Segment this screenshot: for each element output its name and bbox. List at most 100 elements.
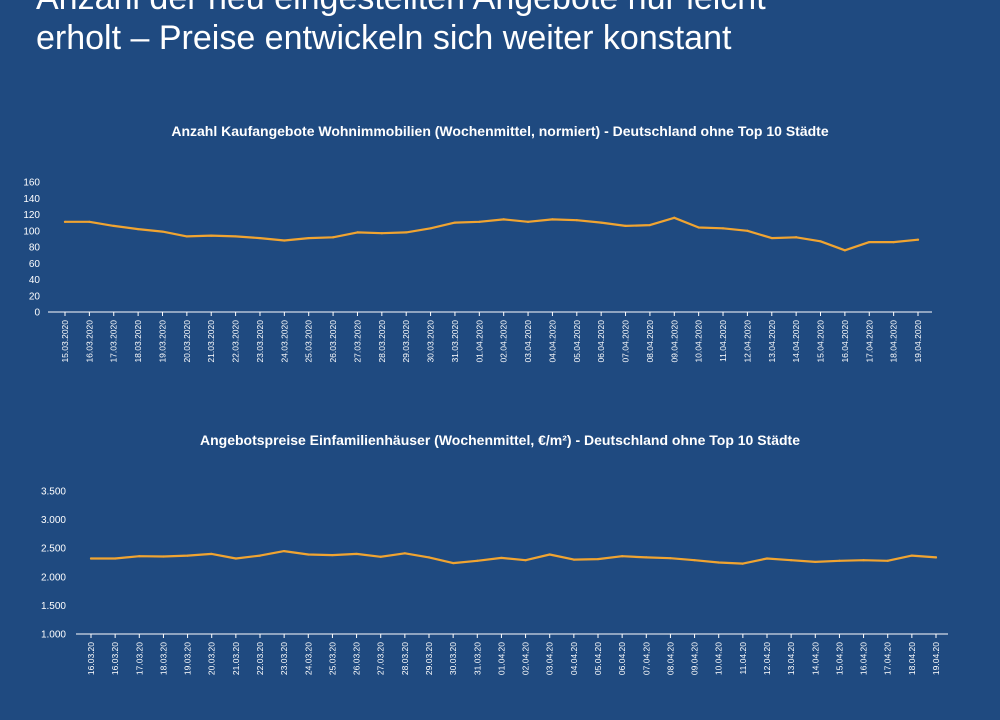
chart1-x-tick-label: 03.04.2020 <box>523 320 533 363</box>
chart1-x-tick-label: 10.04.2020 <box>694 320 704 363</box>
chart1-x-tick-label: 16.04.2020 <box>840 320 850 363</box>
offers-count-chart: 0 20 40 60 80 100 120 140 160 15.03.2020 16.03.202… <box>23 178 932 363</box>
chart2-x-tick-label: 14.04.20 <box>810 642 820 675</box>
chart2-x-tick-label: 26.03.20 <box>352 642 362 675</box>
chart1-x-tick-label: 17.03.2020 <box>109 320 119 363</box>
headline-line-1: Anzahl der neu eingestellten Angebote nu… <box>36 0 976 18</box>
chart1-y-tick-label: 100 <box>23 226 40 237</box>
chart2-y-tick-label: 1.000 <box>41 630 66 641</box>
chart1-data-point <box>63 220 67 223</box>
chart1-data-point <box>819 240 822 243</box>
chart2-x-tick-label: 11.04.20 <box>738 642 748 675</box>
chart1-x-tick-label: 06.04.2020 <box>596 320 606 363</box>
chart2-x-tick-label: 16.03.20 <box>110 642 120 675</box>
chart1-x-tick-label: 09.04.2020 <box>669 320 679 363</box>
chart2-data-point <box>572 558 575 561</box>
chart1-data-point <box>258 236 262 240</box>
chart1-data-point <box>892 241 895 244</box>
chart2-data-point <box>403 552 406 555</box>
chart1-x-tick-label: 20.03.2020 <box>182 320 192 363</box>
chart2-data-point <box>524 559 527 562</box>
chart1-x-tick-label: 04.04.2020 <box>547 320 557 363</box>
chart1-x-tick-label: 12.04.2020 <box>742 320 752 363</box>
chart1-data-point <box>405 231 408 234</box>
chart2-data-point <box>162 555 165 558</box>
chart1-data-point <box>210 234 213 237</box>
chart2-series-line <box>89 549 938 565</box>
chart2-data-point <box>331 553 334 557</box>
chart1-data-point <box>551 218 554 221</box>
chart2-y-tick-label: 3.500 <box>41 487 66 498</box>
chart2-x-tick-label: 22.03.20 <box>255 642 265 675</box>
chart1-x-tick-label: 18.03.2020 <box>133 320 143 363</box>
chart2-x-tick-label: 04.04.20 <box>569 642 579 675</box>
chart1-data-point <box>380 232 383 235</box>
chart1-x-tick-label: 15.04.2020 <box>816 320 826 363</box>
chart2-data-point <box>283 549 286 553</box>
chart2-x-tick-label: 05.04.20 <box>593 642 603 675</box>
chart2-x-tick-label: 27.03.20 <box>376 642 386 675</box>
chart1-x-tick-label: 31.03.2020 <box>450 320 460 363</box>
chart1-data-point <box>88 220 91 223</box>
chart2-x-tick-label: 07.04.20 <box>641 642 651 675</box>
chart1-x-tick-label: 15.03.2020 <box>60 320 70 363</box>
chart2-x-tick-label: 20.03.20 <box>207 642 217 675</box>
chart1-data-point <box>795 236 798 239</box>
chart1-data-point <box>673 216 676 219</box>
chart1-x-tick-label: 28.03.2020 <box>377 320 387 363</box>
chart2-data-point <box>355 552 358 556</box>
chart1-x-tick-label: 29.03.2020 <box>401 320 411 363</box>
chart2-data-point <box>717 561 720 564</box>
chart1-data-point <box>478 220 481 223</box>
chart2-y-tick-label: 2.500 <box>41 544 66 555</box>
chart1-x-tick-label: 30.03.2020 <box>426 320 436 363</box>
chart2-x-tick-label: 29.03.20 <box>424 642 434 675</box>
chart2-data-point <box>210 552 213 556</box>
chart2-x-tick-label: 10.04.20 <box>714 642 724 675</box>
chart2-y-tick-label: 2.000 <box>41 572 66 583</box>
chart1-x-tick-label: 26.03.2020 <box>328 320 338 363</box>
chart2-x-tick-label: 17.03.20 <box>134 642 144 675</box>
chart2-x-tick-label: 03.04.20 <box>545 642 555 675</box>
chart1-x-tick-label: 21.03.2020 <box>206 320 216 363</box>
chart1-x-tick-label: 16.03.2020 <box>84 320 94 363</box>
chart1-y-tick-label: 60 <box>29 259 41 270</box>
chart1-x-tick-label: 19.03.2020 <box>157 320 167 363</box>
chart1-data-point <box>331 236 335 239</box>
chart2-x-tick-label: 13.04.20 <box>786 642 796 675</box>
chart2-data-point <box>765 557 769 560</box>
chart2-x-tick-label: 18.04.20 <box>907 642 917 675</box>
chart1-y-tick-label: 0 <box>34 308 40 319</box>
chart1-y-tick-label: 140 <box>23 194 40 205</box>
chart1-data-point <box>185 235 188 238</box>
chart1-x-tick-label: 17.04.2020 <box>864 320 874 363</box>
chart1-x-tick-label: 14.04.2020 <box>791 320 801 363</box>
chart2-x-tick-label: 28.03.20 <box>400 642 410 675</box>
chart2-x-tick-label: 19.03.20 <box>183 642 193 675</box>
chart2-data-point <box>114 557 117 560</box>
chart2-data-point <box>934 556 938 559</box>
chart-2-title: Angebotspreise Einfamilienhäuser (Wochen… <box>199 432 801 448</box>
chart1-x-tick-label: 18.04.2020 <box>889 320 899 363</box>
chart2-x-tick-label: 12.04.20 <box>762 642 772 675</box>
chart1-data-point <box>307 236 310 240</box>
chart1-series-line <box>63 216 920 252</box>
chart1-x-tick-label: 22.03.2020 <box>231 320 241 363</box>
chart2-x-tick-label: 06.04.20 <box>617 642 627 675</box>
chart1-data-point <box>234 235 237 238</box>
chart2-data-point <box>596 557 600 561</box>
chart2-x-tick-label: 21.03.20 <box>231 642 241 675</box>
chart2-data-point <box>669 557 672 560</box>
chart2-x-tick-label: 16.03.20 <box>86 642 96 675</box>
chart1-data-point <box>648 223 652 227</box>
chart2-data-point <box>693 559 696 562</box>
chart1-data-point <box>843 249 846 252</box>
chart2-data-point <box>814 560 817 564</box>
chart2-x-tick-label: 18.03.20 <box>158 642 168 675</box>
chart1-data-point <box>575 219 578 222</box>
chart1-y-tick-label: 80 <box>29 243 41 254</box>
chart2-data-point <box>89 557 93 560</box>
chart1-data-point <box>624 224 627 227</box>
chart1-y-tick-label: 40 <box>29 275 41 286</box>
chart2-data-point <box>645 556 648 559</box>
